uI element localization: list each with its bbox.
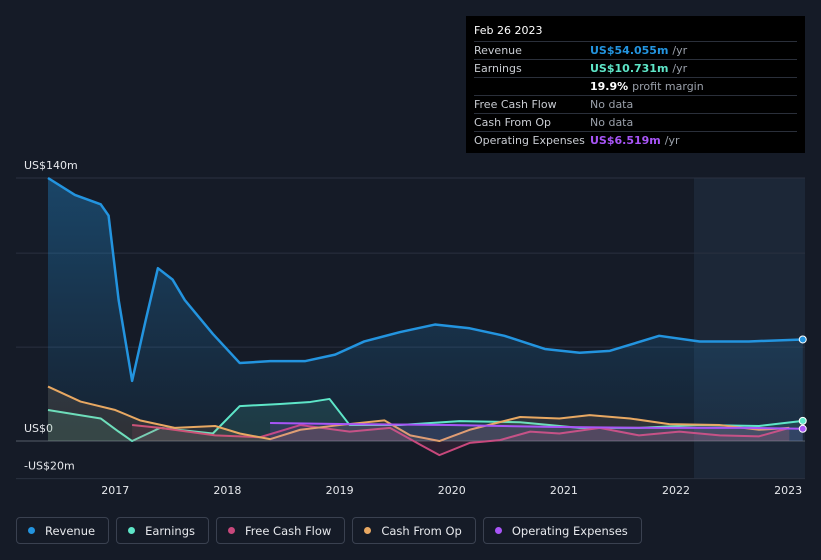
tooltip-unit: /yr (672, 62, 688, 75)
tooltip-label: Revenue (474, 44, 522, 57)
tooltip-unit: No data (590, 116, 634, 129)
y-tick-label: -US$20m (24, 460, 75, 473)
end-dot (798, 335, 807, 344)
legend-label: Revenue (45, 523, 96, 538)
tooltip-unit: /yr (664, 134, 680, 147)
series-area (48, 178, 803, 442)
series-area (270, 422, 803, 442)
legend-dot (364, 527, 372, 534)
tooltip-label (474, 78, 590, 95)
series-area (132, 425, 790, 456)
tooltip-label: Operating Expenses (474, 134, 585, 147)
tooltip-value: US$54.055m (590, 44, 669, 57)
tooltip-row: Operating Expenses US$6.519m/yr (474, 131, 797, 149)
x-tick-label: 2017 (101, 484, 129, 497)
legend-dot (228, 527, 235, 534)
x-tick-label: 2019 (326, 484, 354, 497)
legend-label: Cash From Op (381, 523, 462, 538)
x-tick-label: 2020 (438, 484, 466, 497)
tooltip-unit: profit margin (632, 80, 704, 93)
legend-label: Operating Expenses (511, 523, 628, 538)
tooltip-label: Earnings (474, 62, 522, 75)
tooltip-row: Free Cash Flow No data (474, 95, 797, 113)
tooltip-row: Earnings US$10.731m/yr (474, 59, 797, 77)
legend-label: Earnings (145, 523, 195, 538)
tooltip-label: Free Cash Flow (474, 98, 557, 111)
end-dot (798, 424, 807, 433)
legend-item[interactable]: Earnings (116, 517, 209, 544)
series-line (47, 385, 790, 443)
legend-dot (28, 527, 35, 534)
tooltip-row: Revenue US$54.055m/yr (474, 41, 797, 59)
tooltip-label: Cash From Op (474, 116, 552, 129)
tooltip-unit: /yr (672, 44, 688, 57)
series-line (47, 176, 803, 383)
end-dot (798, 416, 807, 425)
x-tick-label: 2018 (213, 484, 241, 497)
legend: Revenue Earnings Free Cash Flow Cash From O… (16, 517, 642, 544)
legend-item[interactable]: Cash From Op (352, 517, 476, 544)
tooltip-value: 19.9% (590, 80, 629, 93)
tooltip-row: 19.9% profit margin (474, 77, 797, 95)
legend-item[interactable]: Operating Expenses (482, 517, 642, 544)
tooltip-unit: No data (590, 98, 634, 111)
series-line (270, 421, 803, 430)
tooltip-row: Cash From Op No data (474, 113, 797, 131)
chart: -US$20m US$0 US$140m 2017 2018 2019 2020 2021 20… (16, 159, 807, 497)
y-tick-label: US$0 (24, 422, 53, 435)
legend-label: Free Cash Flow (245, 523, 332, 538)
tooltip-value: US$10.731m (590, 62, 669, 75)
legend-item[interactable]: Free Cash Flow (216, 517, 346, 544)
x-tick-label: 2022 (662, 484, 690, 497)
tooltip-value: US$6.519m (590, 134, 661, 147)
y-tick-label: US$140m (24, 159, 78, 172)
legend-dot (494, 527, 502, 534)
legend-dot (128, 527, 136, 534)
legend-item[interactable]: Revenue (16, 517, 110, 544)
tooltip-date: Feb 26 2023 (474, 24, 543, 37)
tooltip: Feb 26 2023 Revenue US$54.055m/yr Earnings U… (466, 16, 805, 153)
x-tick-label: 2023 (774, 484, 802, 497)
x-tick-label: 2021 (550, 484, 578, 497)
